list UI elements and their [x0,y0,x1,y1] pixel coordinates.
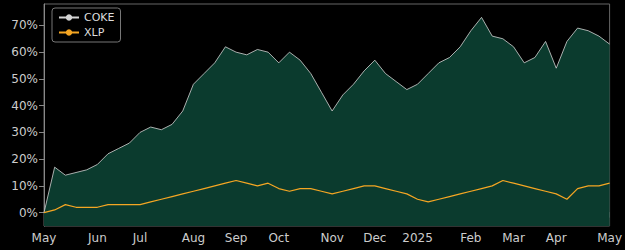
svg-text:Feb: Feb [460,231,481,245]
svg-text:0%: 0% [19,206,38,220]
svg-text:10%: 10% [11,179,38,193]
svg-text:Aug: Aug [182,231,205,245]
svg-text:Sep: Sep [225,231,248,245]
svg-text:60%: 60% [11,45,38,59]
svg-text:Dec: Dec [363,231,386,245]
svg-text:May: May [597,231,622,245]
svg-text:Jun: Jun [87,231,107,245]
svg-text:Nov: Nov [320,231,343,245]
svg-text:40%: 40% [11,99,38,113]
svg-text:Mar: Mar [502,231,525,245]
svg-text:XLP: XLP [84,26,105,39]
svg-text:Apr: Apr [546,231,567,245]
svg-text:Oct: Oct [268,231,289,245]
svg-text:30%: 30% [11,125,38,139]
svg-text:70%: 70% [11,18,38,32]
svg-text:50%: 50% [11,72,38,86]
svg-text:Jul: Jul [132,231,147,245]
svg-text:20%: 20% [11,152,38,166]
svg-text:COKE: COKE [84,11,115,24]
svg-text:2025: 2025 [402,231,433,245]
svg-text:May: May [32,231,57,245]
